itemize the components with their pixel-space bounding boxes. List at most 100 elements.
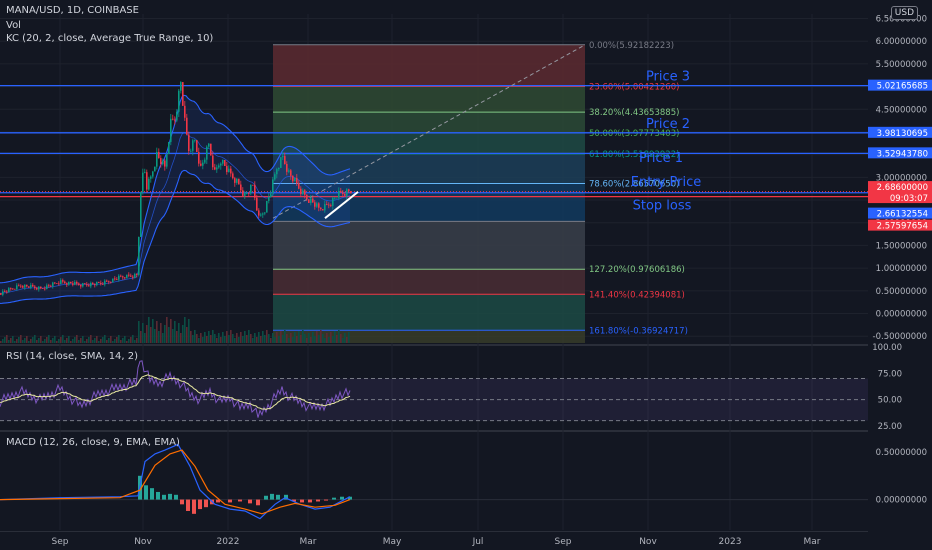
candle-body (62, 280, 64, 282)
candle-body (20, 285, 22, 287)
time-tick-label: 2023 (719, 537, 742, 547)
price-tag-label: 3.52943780 (877, 149, 928, 159)
volume-bar (4, 337, 6, 343)
volume-bar (62, 335, 64, 343)
candle-body (268, 197, 270, 201)
rsi-sma-line (0, 374, 351, 410)
volume-bar (72, 339, 74, 343)
fib-zone (273, 132, 585, 154)
candle-body (254, 184, 256, 198)
time-axis-background (0, 532, 932, 550)
volume-bar (30, 339, 32, 343)
candle-body (96, 281, 98, 286)
volume-bar (316, 331, 318, 343)
volume-bar (156, 321, 158, 343)
candle-body (40, 286, 42, 289)
volume-bar (44, 339, 46, 343)
candle-body (128, 274, 130, 276)
macd-histogram-bar (238, 499, 242, 502)
candle-body (116, 279, 118, 280)
macd-histogram-bar (316, 499, 320, 502)
volume-bar (340, 334, 342, 343)
keltner-middle (0, 132, 351, 294)
candle-body (284, 156, 286, 164)
fib-level-label: 141.40%(0.42394081) (589, 290, 685, 300)
volume-bar (126, 341, 128, 343)
volume-bar (54, 336, 56, 343)
candle-body (248, 193, 250, 195)
macd-histogram-bar (340, 496, 344, 500)
volume-bar (234, 338, 236, 343)
volume-bar (2, 339, 4, 343)
volume-bar (84, 341, 86, 343)
candle-body (198, 151, 200, 164)
volume-bar (262, 331, 264, 343)
candle-body (144, 172, 146, 173)
volume-bar (148, 317, 150, 343)
volume-bar (322, 334, 324, 343)
candle-body (110, 281, 112, 283)
candle-body (300, 188, 302, 195)
candle-body (194, 140, 196, 141)
candle-body (314, 202, 316, 207)
volume-bar (0, 341, 2, 343)
candle-body (298, 183, 300, 189)
candle-body (304, 190, 306, 195)
time-tick-label: Sep (52, 537, 69, 547)
fib-level-label: 61.80%(3.51892922) (589, 150, 679, 160)
fib-zone (273, 153, 585, 184)
candle-body (206, 146, 208, 160)
time-tick-label: Mar (804, 537, 821, 547)
candle-body (288, 170, 290, 172)
candle-body (202, 162, 204, 166)
candle-body (26, 284, 28, 287)
candle-body (44, 288, 46, 290)
volume-bar (294, 332, 296, 343)
current-price-tag (868, 181, 932, 204)
volume-bar (178, 323, 180, 343)
candle-body (228, 168, 230, 172)
macd-histogram-bar (270, 493, 274, 500)
candle-body (292, 175, 294, 182)
volume-bar (14, 341, 16, 343)
currency-badge[interactable]: USD (890, 6, 918, 20)
volume-bar (132, 335, 134, 343)
volume-bar (254, 333, 256, 343)
volume-bar (318, 335, 320, 343)
volume-bar (136, 338, 138, 343)
fib-zone (273, 294, 585, 331)
candle-body (28, 286, 30, 288)
macd-histogram-bar (162, 494, 166, 500)
candle-body (146, 172, 148, 190)
candle-body (244, 193, 246, 196)
candle-body (42, 288, 44, 289)
candle-body (344, 194, 346, 196)
volume-bar (348, 332, 350, 343)
volume-bar (208, 331, 210, 343)
candle-body (340, 191, 342, 193)
volume-bar (258, 332, 260, 343)
candle-body (224, 159, 226, 167)
macd-histogram-bar (150, 488, 154, 500)
volume-bar (80, 338, 82, 343)
candle-body (48, 285, 50, 287)
volume-bar (230, 330, 232, 343)
volume-bar (162, 333, 164, 343)
volume-bar (196, 334, 198, 343)
candle-body (238, 178, 240, 185)
candle-body (230, 168, 232, 174)
volume-bar (314, 336, 316, 343)
candle-body (138, 236, 140, 275)
volume-bar (92, 340, 94, 343)
volume-bar (312, 332, 314, 343)
volume-bar (308, 333, 310, 343)
candle-body (18, 285, 20, 287)
volume-bar (98, 341, 100, 343)
candle-body (266, 200, 268, 213)
candle-body (326, 204, 328, 205)
volume-bar (216, 338, 218, 343)
volume-bar (86, 339, 88, 343)
candle-body (46, 285, 48, 290)
candle-body (282, 156, 284, 158)
